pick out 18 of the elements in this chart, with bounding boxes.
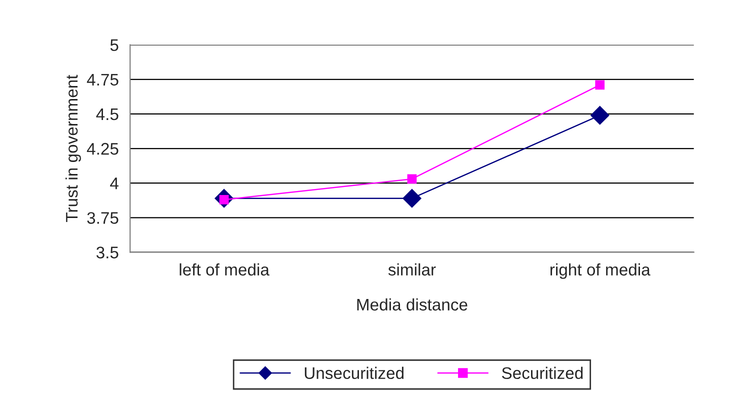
x-tick-label: similar <box>388 263 436 276</box>
y-tick-label: 4 <box>110 178 118 190</box>
y-tick-label: 5 <box>110 39 118 52</box>
y-tick-label: 4.25 <box>86 142 118 155</box>
y-tick-label: 4.75 <box>86 74 118 86</box>
y-tick-label: 4.5 <box>96 108 118 120</box>
legend-label: Securitized <box>502 366 583 380</box>
legend-label: Unsecuritized <box>304 366 404 380</box>
y-tick-label: 3.75 <box>87 212 118 224</box>
x-tick-label: right of media <box>550 263 650 279</box>
x-axis-title: Media distance <box>357 298 468 311</box>
y-tick-label: 3.5 <box>96 246 118 258</box>
point <box>590 106 610 125</box>
x-tick-label: left of media <box>180 263 270 276</box>
point <box>402 188 422 208</box>
point <box>595 80 605 90</box>
point <box>407 174 417 184</box>
y-axis-title: Trust in government <box>65 74 81 222</box>
